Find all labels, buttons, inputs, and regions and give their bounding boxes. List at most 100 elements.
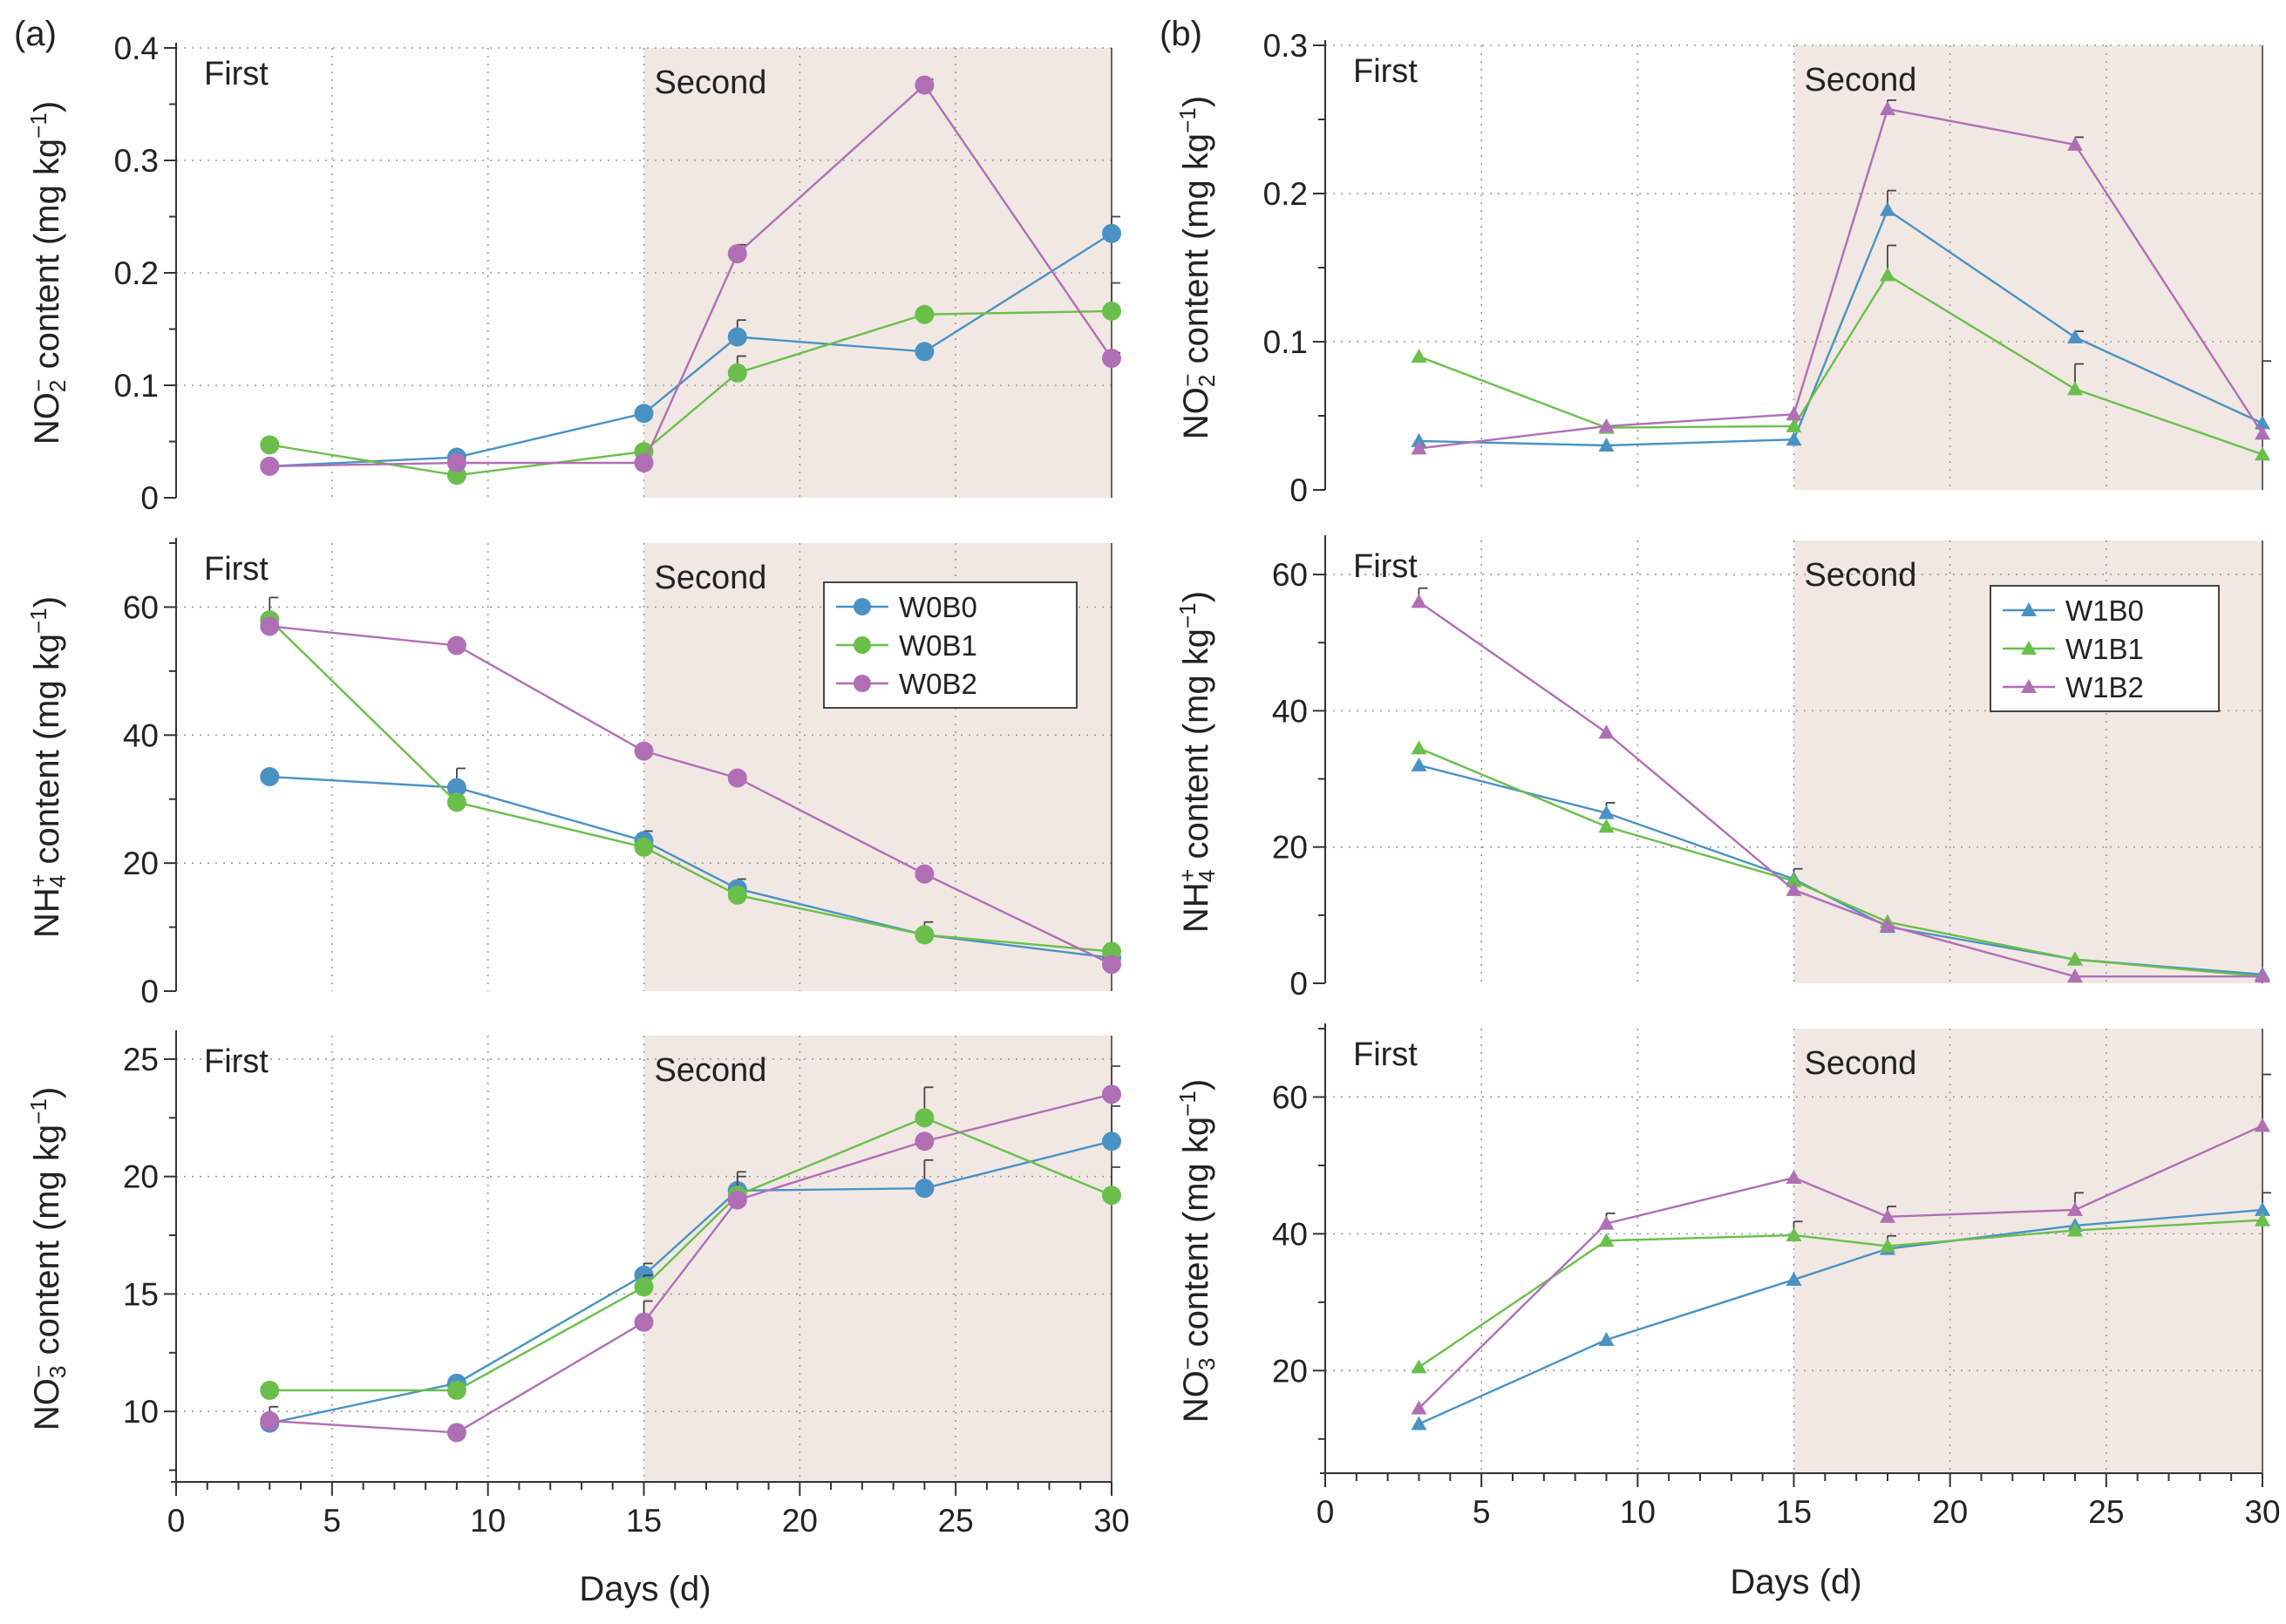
data-point <box>727 885 747 905</box>
data-point <box>1411 740 1427 755</box>
y-axis-label-rest: content (mg kg <box>1177 629 1215 869</box>
y-axis-label-sub: 2 <box>44 380 71 392</box>
data-point <box>1786 881 1802 896</box>
data-point <box>634 453 654 473</box>
stage-label-second: Second <box>1805 557 1917 594</box>
data-point <box>1411 1359 1427 1374</box>
series-line <box>269 83 1112 468</box>
x-tick-label: 25 <box>2088 1494 2124 1530</box>
y-tick-label: 25 <box>123 1042 159 1077</box>
data-point <box>1598 1233 1615 1247</box>
series-W1B2 <box>1411 99 2270 455</box>
legend: W1B0 W1B1 W1B2 <box>1990 585 2220 712</box>
y-axis-label-unit-sup: −1 <box>25 112 51 139</box>
data-point <box>727 1190 747 1210</box>
chart-a-no3: 10 15 20 25 NO3− content (mg kg−1) 0 5 10 15 20 25… <box>25 1030 1130 1539</box>
y-tick-label: 20 <box>1272 1353 1308 1389</box>
data-point <box>1880 1238 1895 1253</box>
y-axis-label: NO3− content (mg kg−1) <box>25 1087 71 1430</box>
y-tick-label: 0.2 <box>1263 176 1308 212</box>
x-tick-label: 5 <box>1473 1494 1491 1530</box>
series-line <box>269 1117 1112 1392</box>
legend-marker <box>854 636 871 654</box>
x-tick-label: 15 <box>1776 1494 1812 1530</box>
panel-label-b: (b) <box>1160 15 1202 53</box>
x-tick-label: 30 <box>1093 1503 1129 1539</box>
series-W1B1 <box>1411 244 2270 461</box>
series-line <box>1418 1125 2263 1410</box>
y-axis-label-sub: 4 <box>44 875 71 887</box>
x-axis-label-a: Days (d) <box>579 1570 711 1608</box>
legend-label: W0B1 <box>899 629 977 662</box>
series-W0B1 <box>260 282 1121 486</box>
y-tick-label: 0.3 <box>1263 28 1308 64</box>
data-point <box>260 616 280 636</box>
series-line <box>1419 273 2263 456</box>
second-stage-shade <box>1793 1029 2262 1473</box>
second-stage-shade <box>643 48 1112 498</box>
y-axis-label-sup: − <box>1174 374 1201 387</box>
chart-b-nh4: 0 20 40 60 NH4+ content (mg kg−1) First Second… <box>1174 535 2270 1002</box>
y-axis-label-rest: content (mg kg <box>28 634 66 874</box>
series-line <box>1419 1208 2263 1425</box>
stage-label-second: Second <box>655 560 767 596</box>
data-point <box>1598 418 1615 432</box>
data-point <box>634 1312 654 1332</box>
chart-b-no2: 0 0.1 0.2 0.3 NO2− content (mg kg−1) First Sec… <box>1174 28 2271 508</box>
legend-marker <box>2021 602 2037 616</box>
y-axis-label-sub: 4 <box>1194 870 1220 882</box>
data-point <box>1102 1131 1121 1152</box>
y-axis-label-unit-sup: −1 <box>25 608 51 634</box>
data-point <box>2067 329 2083 343</box>
legend-label: W0B2 <box>899 668 977 700</box>
y-axis-label-unit-sup: −1 <box>1174 602 1201 629</box>
data-point <box>1102 301 1121 321</box>
data-point <box>1880 267 1895 282</box>
data-point <box>634 1277 654 1297</box>
data-point <box>1598 805 1615 819</box>
series-line <box>1418 601 2262 978</box>
stage-label-second: Second <box>1805 1045 1917 1082</box>
y-axis-label-rest: content (mg kg <box>1177 133 1215 374</box>
legend-label: W1B1 <box>2065 633 2144 665</box>
legend-marker <box>854 675 871 692</box>
stage-label-first: First <box>204 56 269 92</box>
data-point <box>915 925 935 945</box>
data-point <box>2255 1212 2270 1226</box>
data-point <box>1786 431 1802 446</box>
legend-label: W1B0 <box>2065 595 2144 627</box>
data-point <box>2067 968 2083 983</box>
y-axis-label-close: ) <box>28 596 66 608</box>
data-point <box>1880 201 1895 216</box>
series-W0B1 <box>260 1086 1121 1400</box>
data-point <box>1411 1400 1427 1415</box>
chart-a-nh4: 0 20 40 60 NH4+ content (mg kg−1) First Second… <box>25 538 1121 1009</box>
y-axis-label: NH4+ content (mg kg−1) <box>25 596 71 938</box>
series-W1B2 <box>1411 587 2270 983</box>
chart-a-no2: 0 0.1 0.2 0.3 0.4 NO2− content (mg kg−1) First… <box>25 31 1121 516</box>
data-point <box>260 456 280 476</box>
y-tick-label: 0 <box>140 974 159 1009</box>
second-stage-shade <box>1793 45 2262 490</box>
stage-label-first: First <box>1353 53 1418 90</box>
y-axis-label: NO2− content (mg kg−1) <box>25 101 71 445</box>
data-point <box>1880 101 1895 116</box>
data-point <box>1786 418 1802 432</box>
x-tick-label: 0 <box>1316 1494 1335 1530</box>
y-axis-label-sub: 2 <box>1194 375 1220 387</box>
series-line <box>1418 1219 2263 1369</box>
y-axis-label-rest: content (mg kg <box>28 1125 66 1365</box>
data-point <box>446 635 466 656</box>
data-point <box>1411 594 1427 608</box>
data-point <box>1102 955 1121 975</box>
data-point <box>1598 438 1615 452</box>
series-W1B1 <box>1411 740 2270 983</box>
data-point <box>1102 223 1121 243</box>
data-point <box>915 1179 935 1199</box>
data-point <box>2255 446 2270 461</box>
data-point <box>1411 1416 1427 1430</box>
stage-label-second: Second <box>655 65 767 101</box>
data-point <box>1880 917 1895 932</box>
data-point <box>446 792 466 812</box>
series-line <box>1419 207 2263 447</box>
